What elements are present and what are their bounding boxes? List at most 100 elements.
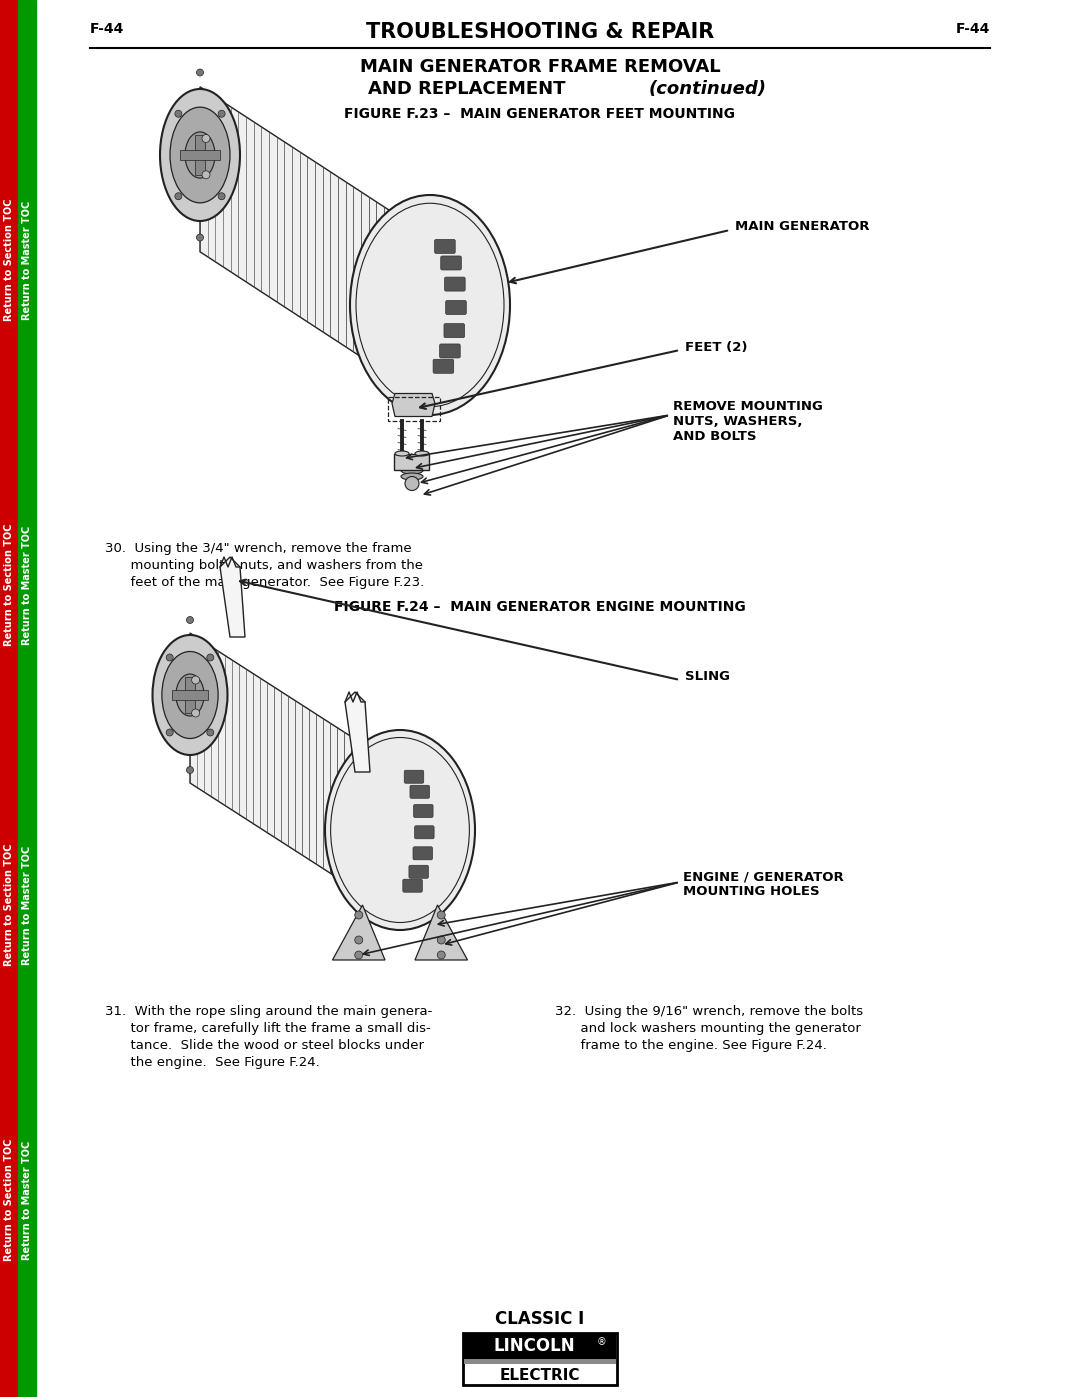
Bar: [18, 0, 36, 1397]
Text: SLING: SLING: [685, 671, 730, 683]
Polygon shape: [415, 905, 468, 960]
Text: Return to Section TOC: Return to Section TOC: [4, 1139, 14, 1261]
Text: FIGURE F.24 –  MAIN GENERATOR ENGINE MOUNTING: FIGURE F.24 – MAIN GENERATOR ENGINE MOUN…: [334, 599, 746, 615]
Text: 31.  With the rope sling around the main genera-: 31. With the rope sling around the main …: [105, 1004, 432, 1018]
FancyBboxPatch shape: [433, 359, 454, 373]
Circle shape: [354, 951, 363, 958]
Circle shape: [191, 710, 200, 717]
Text: ENGINE / GENERATOR
MOUNTING HOLES: ENGINE / GENERATOR MOUNTING HOLES: [683, 870, 843, 898]
Text: feet of the main generator.  See Figure F.23.: feet of the main generator. See Figure F…: [105, 576, 424, 590]
Text: (continued): (continued): [649, 80, 767, 98]
FancyBboxPatch shape: [404, 770, 423, 784]
Text: tance.  Slide the wood or steel blocks under: tance. Slide the wood or steel blocks un…: [105, 1039, 424, 1052]
Text: AND REPLACEMENT: AND REPLACEMENT: [368, 80, 572, 98]
FancyBboxPatch shape: [434, 239, 455, 253]
Polygon shape: [190, 633, 400, 918]
Text: ®: ®: [596, 1337, 606, 1347]
Circle shape: [175, 193, 181, 200]
Ellipse shape: [350, 196, 510, 415]
Text: 32.  Using the 9/16" wrench, remove the bolts: 32. Using the 9/16" wrench, remove the b…: [555, 1004, 863, 1018]
Text: Return to Master TOC: Return to Master TOC: [22, 845, 32, 964]
FancyBboxPatch shape: [440, 344, 460, 358]
Circle shape: [197, 68, 203, 75]
Text: F-44: F-44: [90, 22, 124, 36]
Text: Return to Master TOC: Return to Master TOC: [22, 1140, 32, 1260]
Text: Return to Section TOC: Return to Section TOC: [4, 524, 14, 647]
Text: mounting bolts, nuts, and washers from the: mounting bolts, nuts, and washers from t…: [105, 559, 423, 571]
FancyBboxPatch shape: [414, 805, 433, 817]
Bar: [464, 1359, 616, 1363]
Circle shape: [187, 767, 193, 774]
Ellipse shape: [162, 651, 218, 739]
Circle shape: [202, 170, 210, 179]
Circle shape: [437, 936, 445, 944]
Circle shape: [175, 110, 181, 117]
Circle shape: [437, 911, 445, 919]
Circle shape: [202, 134, 210, 142]
FancyBboxPatch shape: [441, 256, 461, 270]
Bar: [172, 690, 208, 700]
Circle shape: [354, 936, 363, 944]
Bar: [180, 149, 220, 161]
Bar: [0, 0, 18, 1397]
Ellipse shape: [176, 673, 204, 717]
Text: TROUBLESHOOTING & REPAIR: TROUBLESHOOTING & REPAIR: [366, 22, 714, 42]
Polygon shape: [333, 905, 384, 960]
Circle shape: [166, 654, 173, 661]
Text: REMOVE MOUNTING
NUTS, WASHERS,
AND BOLTS: REMOVE MOUNTING NUTS, WASHERS, AND BOLTS: [673, 400, 823, 443]
FancyBboxPatch shape: [445, 277, 465, 291]
Polygon shape: [200, 87, 430, 402]
Ellipse shape: [415, 451, 429, 455]
Text: LINCOLN: LINCOLN: [494, 1337, 575, 1355]
Circle shape: [187, 616, 193, 623]
Text: Return to Master TOC: Return to Master TOC: [22, 525, 32, 644]
Text: F-44: F-44: [956, 22, 990, 36]
Text: MAIN GENERATOR FRAME REMOVAL: MAIN GENERATOR FRAME REMOVAL: [360, 59, 720, 75]
Polygon shape: [345, 692, 370, 773]
Bar: [186, 678, 194, 712]
Polygon shape: [184, 119, 216, 191]
Text: tor frame, carefully lift the frame a small dis-: tor frame, carefully lift the frame a sm…: [105, 1023, 431, 1035]
Circle shape: [354, 911, 363, 919]
Bar: [464, 1334, 616, 1359]
Circle shape: [218, 110, 225, 117]
Circle shape: [405, 476, 419, 490]
Circle shape: [166, 729, 173, 736]
FancyBboxPatch shape: [403, 879, 422, 893]
Bar: [463, 1333, 617, 1384]
Circle shape: [191, 676, 200, 685]
Text: 30.  Using the 3/4" wrench, remove the frame: 30. Using the 3/4" wrench, remove the fr…: [105, 542, 411, 555]
Polygon shape: [220, 557, 245, 637]
Ellipse shape: [152, 636, 228, 754]
Text: ELECTRIC: ELECTRIC: [500, 1368, 580, 1383]
Polygon shape: [175, 662, 205, 728]
Text: Return to Master TOC: Return to Master TOC: [22, 200, 32, 320]
FancyBboxPatch shape: [444, 324, 464, 338]
Text: FIGURE F.23 –  MAIN GENERATOR FEET MOUNTING: FIGURE F.23 – MAIN GENERATOR FEET MOUNTI…: [345, 108, 735, 122]
Ellipse shape: [401, 467, 423, 474]
Circle shape: [206, 729, 214, 736]
Text: MAIN GENERATOR: MAIN GENERATOR: [735, 221, 869, 233]
FancyBboxPatch shape: [410, 785, 430, 798]
FancyBboxPatch shape: [415, 826, 434, 838]
Circle shape: [218, 193, 225, 200]
Ellipse shape: [170, 108, 230, 203]
Bar: [394, 454, 429, 469]
FancyBboxPatch shape: [409, 865, 429, 879]
Circle shape: [197, 235, 203, 242]
Text: CLASSIC I: CLASSIC I: [496, 1310, 584, 1329]
Polygon shape: [392, 394, 435, 416]
Text: FEET (2): FEET (2): [685, 341, 747, 353]
FancyBboxPatch shape: [413, 847, 432, 859]
Text: Return to Section TOC: Return to Section TOC: [4, 198, 14, 321]
Bar: [195, 136, 205, 175]
Text: and lock washers mounting the generator: and lock washers mounting the generator: [555, 1023, 861, 1035]
Ellipse shape: [325, 731, 475, 930]
Text: Return to Section TOC: Return to Section TOC: [4, 844, 14, 967]
Text: the engine.  See Figure F.24.: the engine. See Figure F.24.: [105, 1056, 320, 1069]
Ellipse shape: [395, 451, 409, 455]
Text: frame to the engine. See Figure F.24.: frame to the engine. See Figure F.24.: [555, 1039, 827, 1052]
Ellipse shape: [160, 89, 240, 221]
Circle shape: [437, 951, 445, 958]
FancyBboxPatch shape: [446, 300, 467, 314]
